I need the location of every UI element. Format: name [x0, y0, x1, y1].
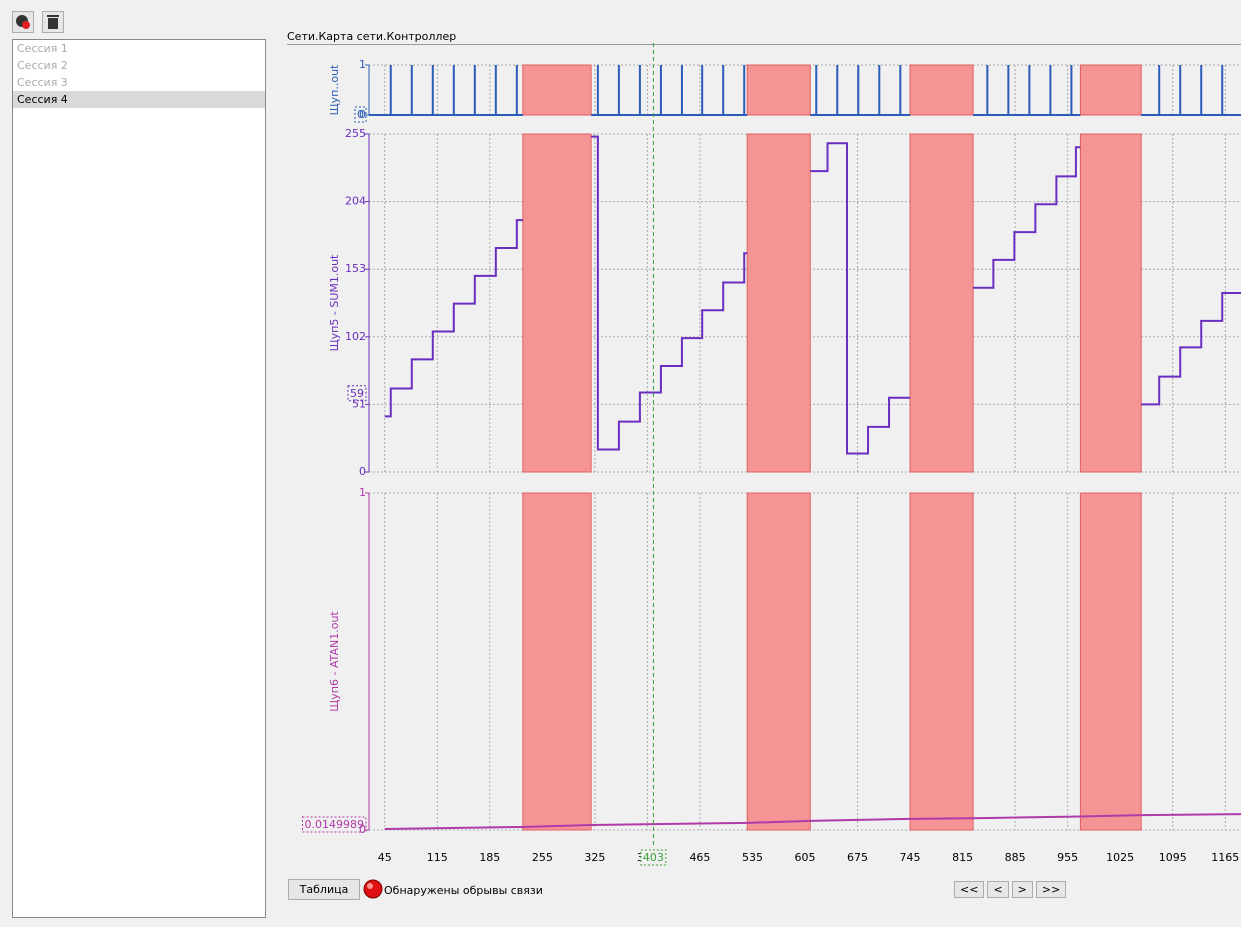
x-tick-label: 1165 [1211, 851, 1239, 864]
x-tick-label: 1095 [1159, 851, 1187, 864]
connection-gap [522, 64, 592, 116]
x-tick-label: 45 [378, 851, 392, 864]
y-tick-label: 204 [345, 195, 366, 208]
table-button[interactable]: Таблица [288, 879, 360, 900]
x-tick-label: 325 [584, 851, 605, 864]
cursor-value-box [347, 385, 367, 402]
y-axis-label: Щуп5 - SUM1.out [328, 254, 341, 351]
connection-gap [522, 492, 592, 831]
connection-gap [1079, 133, 1142, 473]
y-tick-label: 0 [359, 108, 366, 121]
connection-gap [909, 492, 974, 831]
y-tick-label: 0 [359, 465, 366, 478]
y-tick-label: 1 [359, 486, 366, 499]
y-tick-label: 51 [352, 397, 366, 410]
x-tick-label: 255 [532, 851, 553, 864]
x-tick-label: 395 [637, 851, 658, 864]
nav-button[interactable]: >> [1035, 881, 1067, 898]
x-tick-label: 465 [689, 851, 710, 864]
cursor-value: 0 [357, 108, 364, 121]
breadcrumb: Сети.Карта сети.Контроллер [287, 30, 1241, 45]
y-tick-label: 255 [345, 127, 366, 140]
y-tick-label: 102 [345, 330, 366, 343]
delete-button[interactable] [42, 11, 64, 33]
x-tick-label: 535 [742, 851, 763, 864]
status-text: Обнаружены обрывы связи [384, 884, 543, 897]
y-tick-label: 153 [345, 262, 366, 275]
y-axis-label: Щуп..out [328, 64, 341, 115]
connection-gap [522, 133, 592, 473]
y-tick-label: 0 [359, 823, 366, 836]
x-tick-label: 815 [952, 851, 973, 864]
connection-gap [746, 133, 811, 473]
connection-gap [746, 492, 811, 831]
session-item[interactable]: Сессия 3 [17, 76, 68, 89]
connection-gap [909, 133, 974, 473]
x-tick-label: 185 [479, 851, 500, 864]
nav-button[interactable]: < [987, 881, 1009, 898]
x-tick-label: 115 [427, 851, 448, 864]
y-tick-label: 1 [359, 58, 366, 71]
nav-button[interactable]: << [954, 881, 985, 898]
connection-gap [909, 64, 974, 116]
navigation: << < > >> [954, 881, 1067, 898]
series-line [384, 135, 1241, 455]
session-item[interactable]: Сессия 4 [13, 91, 265, 108]
cursor-value: 59 [350, 387, 364, 400]
status-icon [363, 879, 383, 899]
connection-gap [1079, 64, 1142, 116]
connection-gap [1079, 492, 1142, 831]
x-tick-label: 745 [900, 851, 921, 864]
record-button[interactable] [12, 11, 34, 33]
session-item[interactable]: Сессия 2 [17, 59, 68, 72]
connection-gap [746, 64, 811, 116]
x-tick-label: 885 [1005, 851, 1026, 864]
cursor-value-box [354, 106, 367, 123]
cursor-value: 0.0149989 [305, 818, 365, 831]
cursor-value-box [302, 816, 367, 833]
cursor-x-box [640, 849, 667, 866]
nav-button[interactable]: > [1011, 881, 1033, 898]
x-tick-label: 605 [795, 851, 816, 864]
x-tick-label: 955 [1057, 851, 1078, 864]
series-line [384, 813, 1241, 830]
session-list: Сессия 1 Сессия 2 Сессия 3 Сессия 4 [12, 39, 266, 918]
x-tick-label: 1025 [1106, 851, 1134, 864]
trash-icon [47, 15, 59, 29]
x-tick-label: 675 [847, 851, 868, 864]
session-item[interactable]: Сессия 1 [17, 42, 68, 55]
y-axis-label: Щуп6 - ATAN1.out [328, 611, 341, 712]
cursor-x-label: 403 [643, 851, 664, 864]
record-icon [16, 15, 30, 29]
